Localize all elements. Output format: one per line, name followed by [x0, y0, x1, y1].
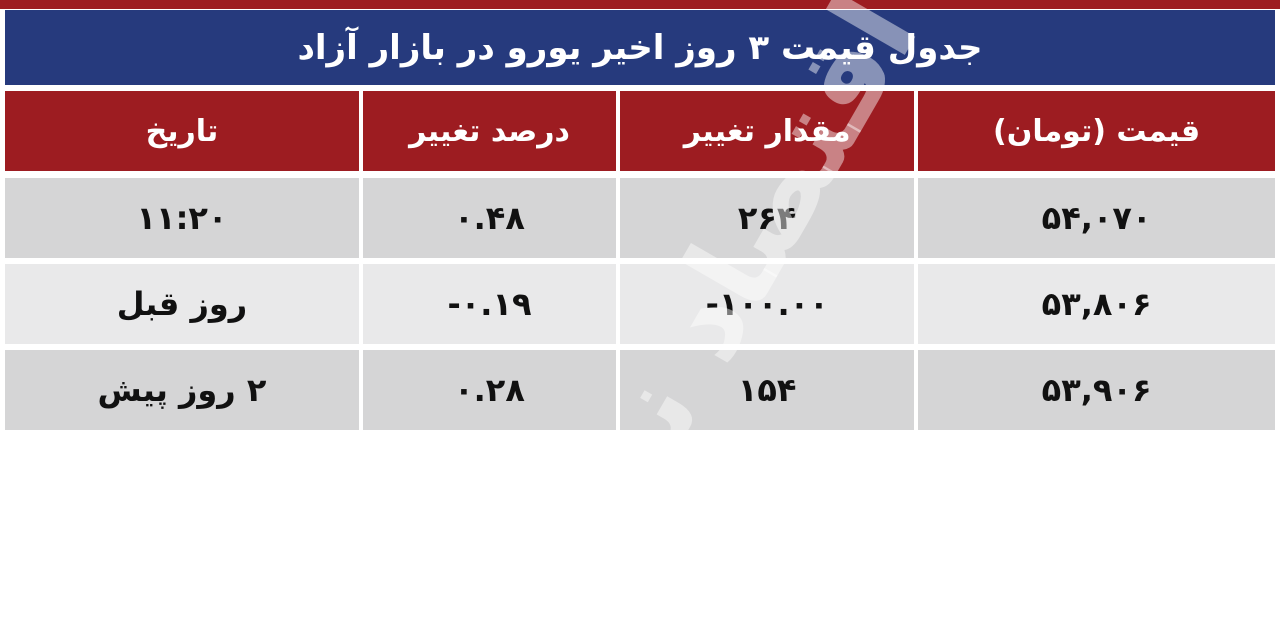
change-cell: -۱۰۰.۰۰: [620, 264, 915, 344]
header-percent: درصد تغییر: [362, 91, 617, 171]
date-cell: ۱۱:۲۰: [5, 178, 359, 258]
table-title: جدول قیمت ۳ روز اخیر یورو در بازار آزاد: [5, 10, 1275, 85]
price-cell: ۵۴,۰۷۰: [918, 178, 1275, 258]
percent-cell: -۰.۱۹: [362, 264, 617, 344]
header-price: قیمت (تومان): [918, 91, 1275, 171]
top-accent-bar: [0, 0, 1280, 9]
price-cell: ۵۳,۸۰۶: [918, 264, 1275, 344]
change-cell: ۱۵۴: [620, 350, 915, 430]
percent-cell: ۰.۴۸: [362, 178, 617, 258]
header-change: مقدار تغییر: [620, 91, 915, 171]
date-cell: روز قبل: [5, 264, 359, 344]
price-table: قیمت (تومان) مقدار تغییر درصد تغییر تاری…: [5, 91, 1275, 436]
change-cell: ۲۶۴: [620, 178, 915, 258]
table-header-row: قیمت (تومان) مقدار تغییر درصد تغییر تاری…: [5, 91, 1275, 171]
percent-cell: ۰.۲۸: [362, 350, 617, 430]
date-cell: ۲ روز پیش: [5, 350, 359, 430]
header-date: تاریخ: [5, 91, 359, 171]
table-row: ۵۴,۰۷۰ ۲۶۴ ۰.۴۸ ۱۱:۲۰: [5, 178, 1275, 258]
price-cell: ۵۳,۹۰۶: [918, 350, 1275, 430]
table-row: ۵۳,۸۰۶ -۱۰۰.۰۰ -۰.۱۹ روز قبل: [5, 264, 1275, 344]
table-row: ۵۳,۹۰۶ ۱۵۴ ۰.۲۸ ۲ روز پیش: [5, 350, 1275, 430]
